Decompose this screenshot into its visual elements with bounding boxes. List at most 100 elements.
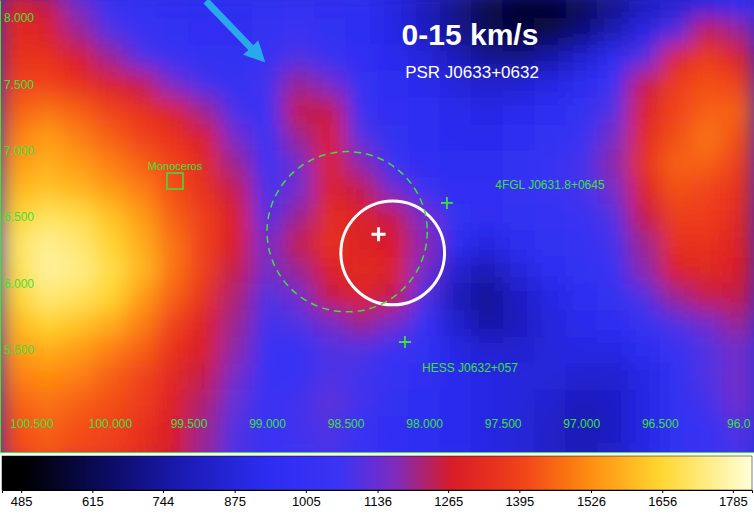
heatmap-cell xyxy=(314,18,346,45)
heatmap-cell xyxy=(63,98,95,125)
heatmap-cell xyxy=(660,283,692,310)
heatmap-cell xyxy=(283,230,315,257)
heatmap-cell xyxy=(251,18,283,45)
heatmap-cell xyxy=(346,310,378,337)
heatmap-cell xyxy=(157,124,189,151)
source-label: PSR J0633+0632 xyxy=(405,63,539,82)
heatmap-cell xyxy=(94,204,126,231)
colorbar xyxy=(2,456,752,490)
heatmap-cell xyxy=(314,151,346,178)
heatmap-cell xyxy=(346,257,378,284)
heatmap-cell xyxy=(189,443,221,452)
heatmap-cell xyxy=(346,337,378,364)
heatmap-cell xyxy=(63,71,95,98)
heatmap-cell xyxy=(566,310,598,337)
colorbar-tick-mark xyxy=(92,490,93,493)
heatmap-cell xyxy=(534,151,566,178)
heatmap-cell xyxy=(251,257,283,284)
heatmap-cell xyxy=(534,416,566,443)
heatmap-cell xyxy=(126,283,158,310)
heatmap-cell xyxy=(346,45,378,72)
x-tick: 96.0 xyxy=(727,417,751,452)
heatmap-cell xyxy=(94,283,126,310)
heatmap-cell xyxy=(691,257,723,284)
heatmap-cell xyxy=(628,98,660,125)
heatmap-cell xyxy=(0,390,32,417)
heatmap-cell xyxy=(628,18,660,45)
heatmap-cell xyxy=(377,257,409,284)
heatmap-cell xyxy=(63,283,95,310)
heatmap-cell xyxy=(283,177,315,204)
heatmap-cell xyxy=(408,0,440,19)
heatmap-cell xyxy=(220,71,252,98)
heatmap-cell xyxy=(534,337,566,364)
heatmap-cell xyxy=(723,204,754,231)
colorbar-tick: 1136 xyxy=(364,490,392,509)
heatmap-cell xyxy=(440,390,472,417)
heatmap-cell xyxy=(0,177,32,204)
heatmap-cell xyxy=(157,390,189,417)
heatmap-cell xyxy=(597,98,629,125)
heatmap-cell xyxy=(346,363,378,390)
heatmap-cell xyxy=(628,363,660,390)
heatmap-cell xyxy=(660,363,692,390)
heatmap-cell xyxy=(534,363,566,390)
heatmap-cell xyxy=(503,0,535,19)
heatmap-cell xyxy=(126,18,158,45)
heatmap-cell xyxy=(723,337,754,364)
heatmap-cell xyxy=(251,337,283,364)
colorbar-tick-mark xyxy=(448,490,449,493)
heatmap-cell xyxy=(628,151,660,178)
heatmap-cell xyxy=(126,257,158,284)
colorbar-tick-mark xyxy=(235,490,236,493)
y-tick: 6.500 xyxy=(0,210,34,224)
heatmap-cell xyxy=(534,124,566,151)
heatmap-cell xyxy=(283,98,315,125)
heatmap-cell xyxy=(346,390,378,417)
heatmap-cell xyxy=(314,124,346,151)
heatmap-cell xyxy=(566,71,598,98)
heatmap-cell xyxy=(691,390,723,417)
colorbar-tick: 1526 xyxy=(577,490,606,509)
heatmap-cell xyxy=(566,230,598,257)
heatmap-cell xyxy=(377,363,409,390)
colorbar-tick-label: 1785 xyxy=(719,494,748,509)
heatmap-cell xyxy=(0,310,32,337)
heatmap-cell xyxy=(597,443,629,452)
heatmap-cell xyxy=(566,151,598,178)
heatmap-cell xyxy=(251,363,283,390)
heatmap-cell xyxy=(220,230,252,257)
heatmap-cell xyxy=(597,283,629,310)
heatmap-cell xyxy=(94,443,126,452)
heatmap-cell xyxy=(189,337,221,364)
heatmap-cell xyxy=(126,204,158,231)
heatmap-cell xyxy=(660,151,692,178)
heatmap-cell xyxy=(220,124,252,151)
heatmap-cell xyxy=(251,0,283,19)
colorbar-tick: 1785 xyxy=(719,490,748,509)
heatmap-cell xyxy=(534,204,566,231)
colorbar-axis: 4856157448751005113612651395152616561785 xyxy=(3,490,753,509)
heatmap-cell xyxy=(723,363,754,390)
heatmap-cell xyxy=(566,124,598,151)
heatmap-cell xyxy=(0,230,32,257)
heatmap-cell xyxy=(314,98,346,125)
heatmap-cell xyxy=(314,443,346,452)
heatmap-cell xyxy=(63,45,95,72)
heatmap-cell xyxy=(408,124,440,151)
y-tick: 8.000 xyxy=(0,11,34,25)
heatmap-cell xyxy=(660,0,692,19)
heatmap-cell xyxy=(220,257,252,284)
heatmap-cell xyxy=(220,390,252,417)
heatmap-cell xyxy=(63,337,95,364)
heatmap-cell xyxy=(691,283,723,310)
heatmap-cell xyxy=(691,177,723,204)
heatmap-cell xyxy=(283,337,315,364)
heatmap-cell xyxy=(157,18,189,45)
heatmap-cell xyxy=(251,151,283,178)
heatmap-cell xyxy=(597,124,629,151)
y-tick: 7.500 xyxy=(0,78,34,92)
heatmap-cell xyxy=(220,416,252,443)
heatmap-cell xyxy=(440,151,472,178)
heatmap-cell xyxy=(189,230,221,257)
